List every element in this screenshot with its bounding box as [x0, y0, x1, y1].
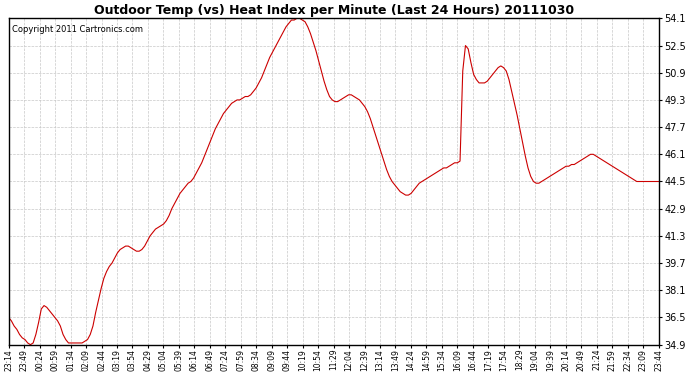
- Text: Copyright 2011 Cartronics.com: Copyright 2011 Cartronics.com: [12, 25, 143, 34]
- Title: Outdoor Temp (vs) Heat Index per Minute (Last 24 Hours) 20111030: Outdoor Temp (vs) Heat Index per Minute …: [94, 4, 573, 17]
